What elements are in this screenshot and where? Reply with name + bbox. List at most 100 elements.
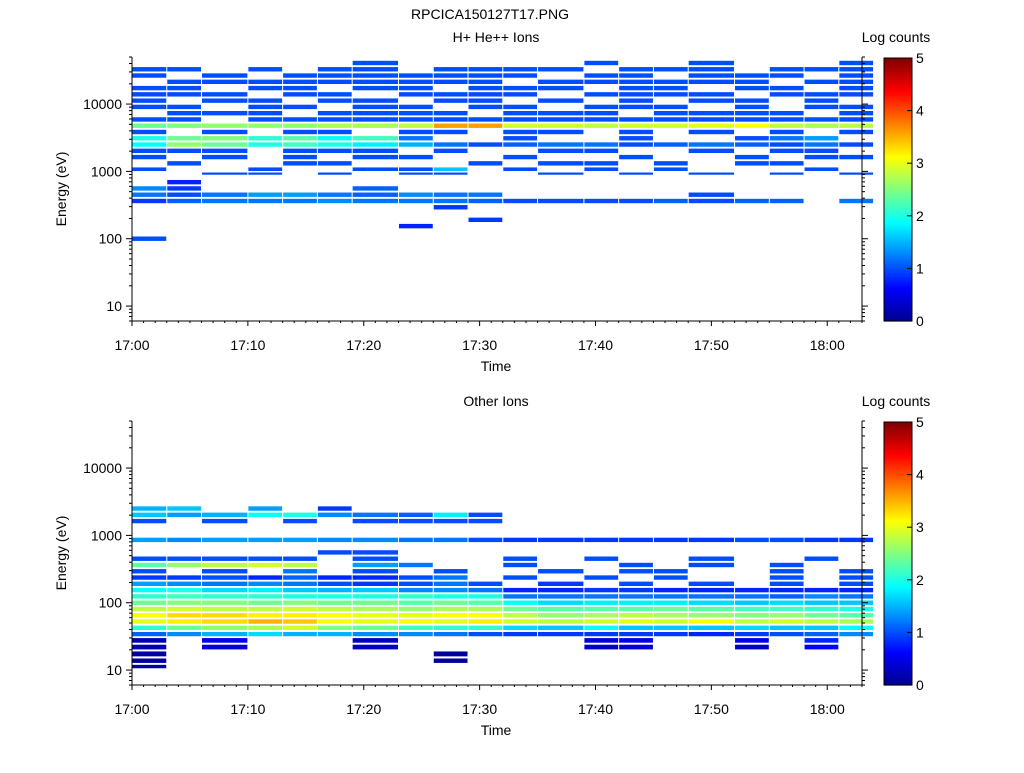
heatmap-cell: [688, 172, 735, 175]
heatmap-cell: [804, 104, 839, 110]
heatmap-cell: [538, 581, 584, 587]
heatmap-cell: [839, 79, 874, 85]
colorbar-segment: [884, 476, 912, 480]
colorbar-segment: [884, 614, 912, 618]
heatmap-cell: [503, 562, 538, 568]
heatmap-cell: [352, 98, 399, 103]
x-tick-label: 17:50: [694, 337, 729, 353]
colorbar-segment: [884, 90, 912, 94]
heatmap-cell: [538, 85, 584, 91]
heatmap-cell: [538, 606, 584, 612]
heatmap-cell: [735, 161, 769, 166]
heatmap-cell: [202, 198, 248, 204]
heatmap-cell: [839, 613, 874, 618]
colorbar-segment: [884, 277, 912, 280]
colorbar: 0 1 2 3 4 5: [883, 50, 924, 329]
colorbar-segment: [884, 560, 912, 563]
colorbar-segment: [884, 178, 912, 182]
heatmap-cell: [283, 569, 317, 574]
heatmap-cell: [769, 587, 804, 593]
heatmap-cell: [248, 537, 283, 543]
colorbar-segment: [884, 314, 912, 318]
heatmap-cell: [735, 644, 769, 650]
colorbar-segment: [884, 535, 912, 539]
heatmap-cell: [804, 117, 839, 122]
heatmap-cell: [352, 562, 399, 568]
heatmap-cell: [688, 117, 735, 122]
colorbar-segment: [884, 621, 912, 625]
heatmap-cell: [688, 148, 735, 154]
heatmap-cell: [132, 619, 167, 624]
colorbar-segment: [884, 468, 912, 471]
heatmap-cell: [317, 92, 352, 97]
colorbar-segment: [884, 571, 912, 574]
heatmap-cell: [653, 569, 688, 574]
heatmap-cell: [202, 98, 248, 103]
heatmap-cell: [317, 600, 352, 605]
heatmap-cell: [538, 587, 584, 593]
heatmap-cell: [132, 73, 167, 78]
colorbar-segment: [884, 553, 912, 557]
colorbar-segment: [884, 612, 912, 616]
heatmap-cell: [468, 123, 503, 128]
heatmap-cell: [468, 594, 503, 599]
colorbar: 0 1 2 3 4 5: [883, 414, 924, 693]
heatmap-cell: [433, 594, 468, 599]
heatmap-cell: [468, 104, 503, 110]
colorbar-segment: [884, 514, 912, 517]
heatmap-cell: [735, 594, 769, 599]
heatmap-cell: [283, 129, 317, 135]
heatmap-cell: [584, 631, 619, 637]
colorbar-segment: [884, 625, 912, 629]
colorbar-segment: [884, 108, 912, 112]
heatmap-cell: [468, 581, 503, 587]
x-tick-label: 18:00: [810, 701, 845, 717]
heatmap-cell: [167, 142, 202, 147]
heatmap-cell: [317, 67, 352, 72]
heatmap-cell: [538, 129, 584, 135]
colorbar-tick-label: 0: [916, 313, 924, 329]
heatmap-cell: [584, 73, 619, 78]
colorbar-segment: [884, 231, 912, 234]
heatmap-cell: [352, 154, 399, 160]
colorbar-segment: [884, 84, 912, 88]
heatmap-cell: [283, 631, 317, 637]
colorbar-segment: [884, 165, 912, 169]
heatmap-cell: [202, 569, 248, 574]
heatmap-cell: [248, 575, 283, 580]
heatmap-cell: [688, 98, 735, 103]
panel-2: 17:00 17:10 17:20 17:30 17:40 17:50 18:0010100…: [83, 414, 924, 717]
heatmap-cell: [804, 600, 839, 605]
heatmap-cell: [283, 154, 317, 160]
colorbar-segment: [884, 577, 912, 581]
colorbar-tick-label: 4: [916, 467, 924, 483]
heatmap-cell: [769, 85, 804, 91]
heatmap-cell: [503, 117, 538, 122]
heatmap-cell: [399, 575, 433, 580]
heatmap-cell: [167, 110, 202, 116]
colorbar-segment: [884, 310, 912, 313]
heatmap-cell: [283, 85, 317, 91]
heatmap-cell: [248, 562, 283, 568]
heatmap-cell: [468, 198, 503, 204]
heatmap-cell: [248, 104, 283, 110]
heatmap-cell: [433, 129, 468, 135]
heatmap-cell: [317, 198, 352, 204]
heatmap-cell: [317, 136, 352, 141]
heatmap-cell: [619, 98, 653, 103]
heatmap-cell: [804, 537, 839, 543]
colorbar-tick-label: 5: [916, 50, 924, 66]
heatmap-cell: [839, 92, 874, 97]
heatmap-cell: [503, 73, 538, 78]
heatmap-cell: [769, 129, 804, 135]
heatmap-cell: [317, 129, 352, 135]
colorbar-segment: [884, 193, 912, 197]
heatmap-cell: [248, 110, 283, 116]
heatmap-cell: [735, 198, 769, 204]
heatmap-cell: [839, 104, 874, 110]
heatmap-cell: [538, 198, 584, 204]
heatmap-cell: [399, 123, 433, 128]
heatmap-cell: [688, 600, 735, 605]
heatmap-cell: [433, 613, 468, 618]
